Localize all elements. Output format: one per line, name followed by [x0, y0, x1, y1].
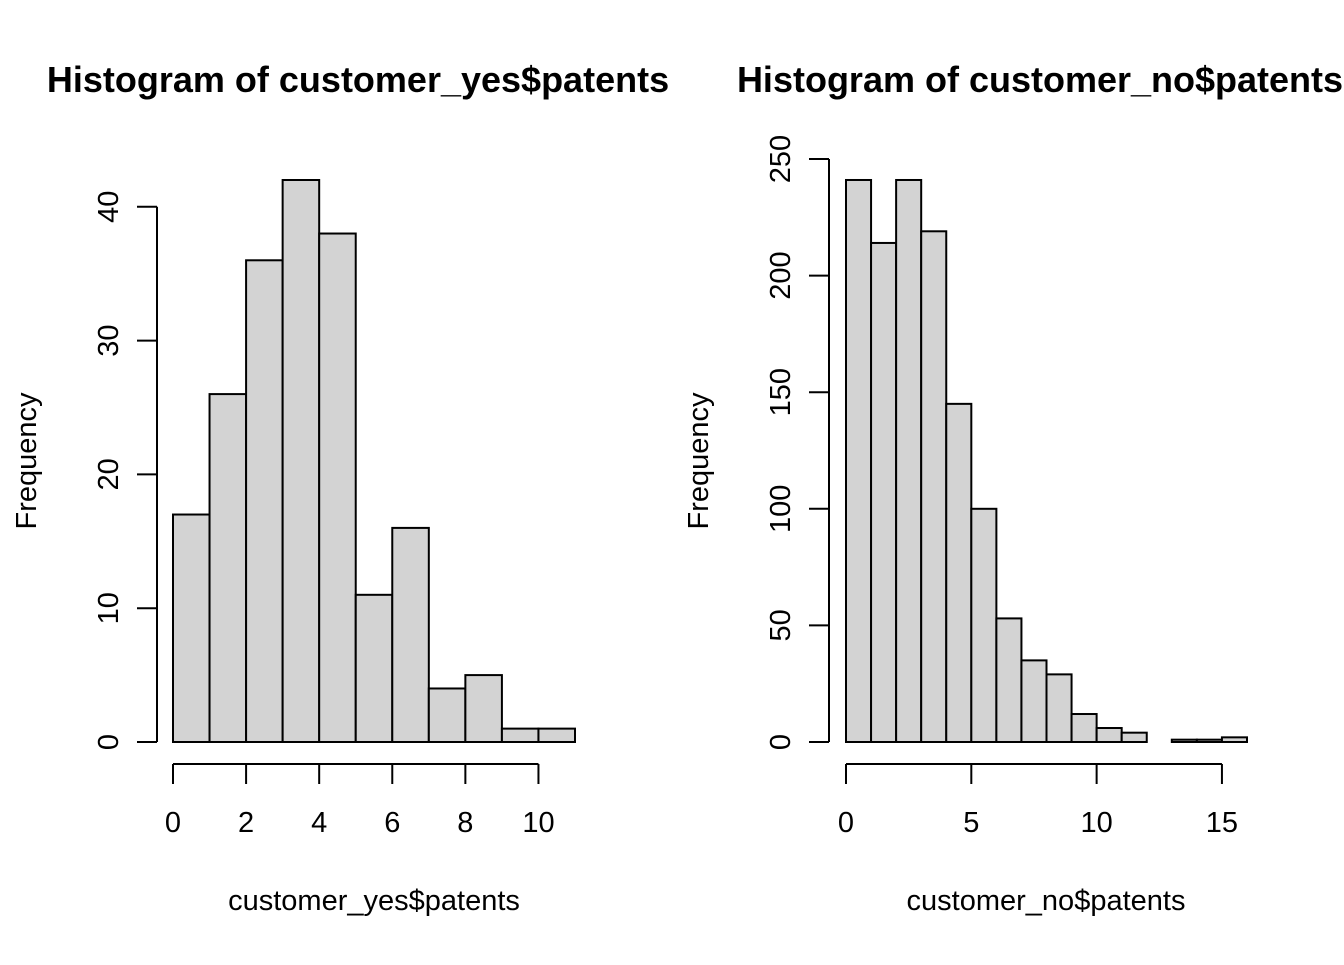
- histogram-panel-no: Histogram of customer_no$patents custome…: [683, 59, 1343, 917]
- x-tick-label: 8: [457, 807, 473, 839]
- histogram-bar: [945, 402, 973, 743]
- y-axis: 0 10 20 30 40: [93, 191, 158, 750]
- y-tick-label: 200: [765, 251, 797, 299]
- histogram-bar: [500, 727, 540, 743]
- x-tick-label: 0: [165, 807, 181, 839]
- x-axis: 0 2 4 6 8 10: [165, 763, 555, 839]
- x-tick-label: 5: [963, 807, 979, 839]
- y-tick-label: 100: [765, 485, 797, 533]
- x-axis: 0 5 10 15: [838, 763, 1238, 839]
- x-tick-label: 0: [838, 807, 854, 839]
- chart-title: Histogram of customer_yes$patents: [47, 59, 669, 100]
- histogram-bar: [427, 687, 467, 744]
- y-tick-label: 40: [93, 191, 125, 223]
- histogram-bar: [1170, 738, 1198, 744]
- y-tick-label: 0: [765, 734, 797, 750]
- bars-group: [172, 179, 576, 744]
- y-tick-label: 0: [93, 734, 125, 750]
- histogram-bar: [208, 393, 248, 743]
- histogram-bar: [1195, 738, 1223, 744]
- histogram-bar: [995, 617, 1023, 743]
- histogram-bar: [464, 674, 503, 743]
- histogram-bar: [1070, 713, 1098, 743]
- x-tick-label: 10: [1080, 807, 1112, 839]
- histogram-bar: [245, 259, 284, 743]
- histogram-bar: [895, 178, 923, 744]
- y-tick-label: 20: [93, 458, 125, 490]
- histogram-bar: [318, 232, 357, 743]
- y-tick-label: 10: [93, 592, 125, 624]
- y-tick-label: 150: [765, 368, 797, 416]
- histogram-bar: [870, 241, 898, 743]
- histogram-bar: [970, 507, 998, 743]
- x-axis-label: customer_no$patents: [907, 885, 1186, 917]
- y-tick-label: 250: [765, 135, 797, 183]
- histogram-bar: [172, 513, 211, 743]
- histogram-bar: [1020, 659, 1048, 744]
- y-tick-label: 30: [93, 324, 125, 356]
- histogram-bar: [1120, 731, 1148, 743]
- x-axis-label: customer_yes$patents: [228, 885, 520, 917]
- histogram-bar: [391, 526, 430, 744]
- chart-title: Histogram of customer_no$patents: [737, 59, 1343, 100]
- x-tick-label: 6: [384, 807, 400, 839]
- histogram-bar: [1095, 727, 1123, 743]
- histogram-bar: [537, 727, 576, 743]
- y-axis-label: Frequency: [11, 392, 43, 530]
- x-tick-label: 2: [238, 807, 254, 839]
- histogram-panel-yes: Histogram of customer_yes$patents custom…: [11, 59, 669, 917]
- histogram-bar: [845, 178, 873, 744]
- y-tick-label: 50: [765, 609, 797, 641]
- y-axis-label: Frequency: [683, 392, 715, 530]
- histogram-bar: [354, 593, 394, 743]
- bars-group: [845, 178, 1248, 744]
- histogram-bar: [920, 230, 948, 744]
- x-tick-label: 10: [522, 807, 554, 839]
- histogram-bar: [281, 179, 321, 743]
- x-tick-label: 4: [311, 807, 327, 839]
- histogram-bar: [1045, 673, 1073, 744]
- histogram-bar: [1220, 736, 1248, 743]
- x-tick-label: 15: [1206, 807, 1238, 839]
- y-axis: 0 50 100 150 200 250: [765, 135, 830, 750]
